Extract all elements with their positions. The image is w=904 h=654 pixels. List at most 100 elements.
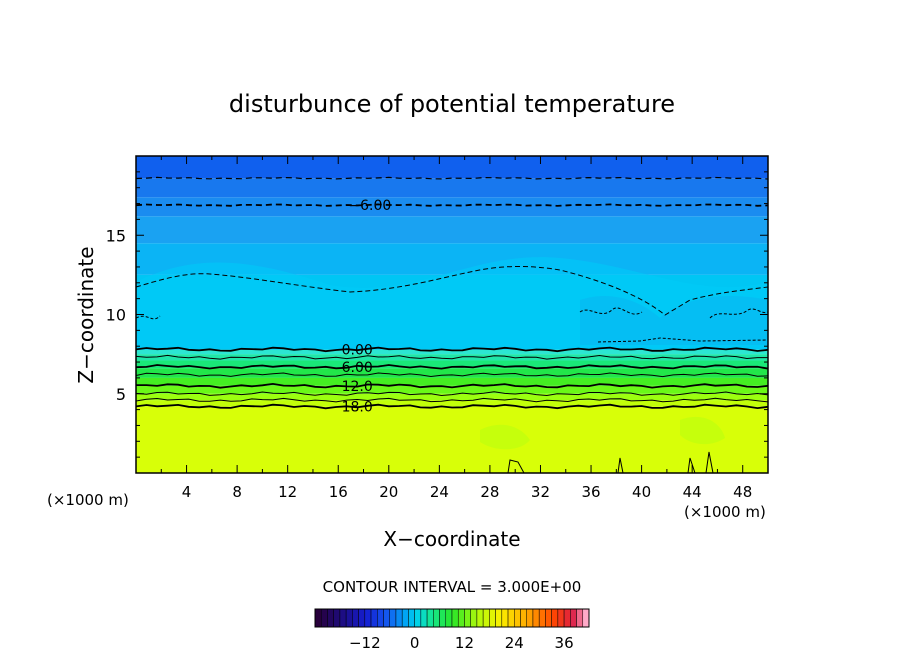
colorbar-cell (352, 608, 359, 628)
colorbar-cell (476, 608, 484, 628)
colorbar-cell (426, 608, 434, 628)
colorbar-cell (445, 608, 453, 628)
colorbar-cell (383, 608, 390, 628)
band-7 (136, 354, 768, 361)
plot-area (136, 156, 768, 473)
contour-solid-7 (136, 403, 768, 410)
colorbar-cell (327, 608, 334, 628)
green-patch-2 (680, 416, 725, 445)
colorbar-cell (470, 608, 478, 628)
colorbar-cell (514, 608, 521, 628)
colorbar-cell (526, 608, 534, 628)
colorbar-tick-label: 0 (410, 634, 420, 652)
contour-solid-1 (136, 354, 768, 360)
colorbar-cell (457, 608, 465, 628)
colorbar-cell (507, 608, 515, 628)
x-tick-label: 16 (329, 483, 348, 501)
y-tick-label: 5 (116, 385, 126, 404)
contour-value-labels: −6.00 0.00 6.00 12.0 18.0 (342, 198, 392, 415)
colorbar-cell (495, 608, 503, 628)
color-patches (136, 257, 768, 450)
y-tick-label: 10 (106, 306, 126, 325)
colorbar-cell (582, 608, 590, 628)
contour-solid-2 (136, 364, 768, 370)
contour-label: 18.0 (342, 399, 373, 415)
band-8 (136, 349, 768, 355)
colorbar-cell (489, 608, 496, 628)
green-patch-1 (480, 424, 530, 450)
colorbar-cell (333, 608, 341, 628)
x-unit-right: (×1000 m) (684, 503, 766, 521)
x-tick-label: 20 (379, 483, 398, 501)
colorbar-cell (370, 608, 378, 628)
colorbar-cell (482, 608, 490, 628)
color-bands (136, 156, 768, 473)
colorbar-cell (576, 608, 584, 628)
band-13 (136, 178, 768, 198)
band-6 (136, 360, 768, 369)
colorbar-cell (451, 608, 459, 628)
colorbar-cell (520, 608, 527, 628)
colorbar-frame (314, 608, 590, 628)
contour-label: −6.00 (348, 198, 391, 214)
band-3 (136, 385, 768, 394)
y-axis-label: Z−coordinate (74, 246, 98, 383)
band-2 (136, 393, 768, 401)
band-14 (136, 156, 768, 179)
colorbar-cell (545, 608, 552, 628)
x-tick-label: 48 (733, 483, 752, 501)
contour-label: 12.0 (342, 379, 373, 395)
colorbar-tick-labels: −12 0 12 24 36 (349, 634, 574, 652)
x-unit-left: (×1000 m) (47, 491, 129, 509)
colorbar-cell (557, 608, 565, 628)
colorbar-cell (314, 608, 322, 628)
colorbar-tick-label: 24 (505, 634, 524, 652)
colorbar-cell (320, 608, 328, 628)
contour-dashed-upper-0 (136, 176, 768, 180)
contour-solid-0 (136, 346, 768, 353)
colorbar-cell (389, 608, 397, 628)
contour-dashed-upper-1 (136, 203, 768, 207)
contour-solid-5 (136, 391, 768, 397)
x-tick-label: 32 (531, 483, 550, 501)
x-tick-label: 24 (430, 483, 449, 501)
colorbar-tick-label: 12 (455, 634, 474, 652)
colorbar-cell (551, 608, 559, 628)
contour-solid-3 (136, 372, 768, 378)
colorbar (314, 608, 590, 628)
y-tick-label: 15 (106, 226, 126, 245)
colorbar-cell (570, 608, 577, 628)
colorbar-cell (439, 608, 447, 628)
contour-solid-6 (136, 397, 768, 403)
contour-interval-label: CONTOUR INTERVAL = 3.000E+00 (323, 578, 582, 596)
colorbar-tick-label: −12 (349, 634, 381, 652)
contour-label: 6.00 (342, 360, 373, 376)
colorbar-cell (358, 608, 366, 628)
colorbar-cell (433, 608, 440, 628)
colorbar-cell (345, 608, 353, 628)
colorbar-cell (395, 608, 403, 628)
band-4 (136, 377, 768, 386)
contour-dashed-mid (136, 266, 768, 316)
x-tick-label: 8 (232, 483, 242, 501)
colorbar-cell (532, 608, 540, 628)
axis-ticks (136, 156, 768, 473)
contour-label: 0.00 (342, 342, 373, 358)
contour-solid-4 (136, 382, 768, 389)
x-tick-label: 12 (278, 483, 297, 501)
colorbar-cell (501, 608, 509, 628)
colorbar-cell (377, 608, 384, 628)
colorbar-cell (401, 608, 409, 628)
colorbar-cell (339, 608, 347, 628)
colorbar-tick-label: 36 (555, 634, 574, 652)
contour-bottom-bumps (507, 451, 714, 473)
band-11 (136, 216, 768, 244)
chart-title: disturbunce of potential temperature (229, 90, 675, 118)
x-tick-label: 44 (683, 483, 702, 501)
band-1 (136, 400, 768, 407)
darker-patch (580, 296, 768, 345)
colorbar-cell (464, 608, 471, 628)
x-tick-label: 40 (632, 483, 651, 501)
